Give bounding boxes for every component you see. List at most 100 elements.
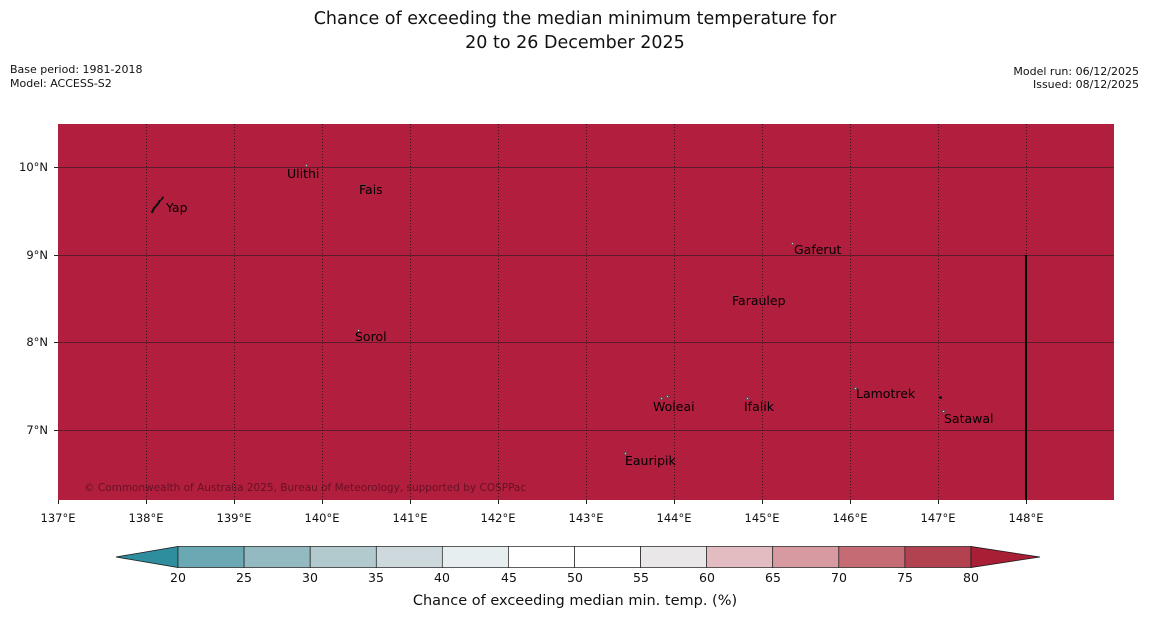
y-axis-label-9n: 9°N xyxy=(26,248,48,262)
y-tickmark xyxy=(54,430,58,431)
place-label-ifalik: Ifalik xyxy=(744,399,774,414)
y-tickmark xyxy=(54,255,58,256)
parallel-gridline xyxy=(58,342,1114,343)
colorbar-segment xyxy=(375,546,443,568)
x-tickmark xyxy=(762,500,763,504)
island-marker xyxy=(624,452,627,455)
x-axis-label-138e: 138°E xyxy=(128,511,164,525)
colorbar-tick-30: 30 xyxy=(302,570,318,585)
colorbar-axis-label: Chance of exceeding median min. temp. (%… xyxy=(412,593,738,609)
parallel-gridline xyxy=(58,167,1114,168)
place-label-yap: Yap xyxy=(166,200,188,215)
x-axis-label-141e: 141°E xyxy=(392,511,428,525)
x-axis-label-146e: 146°E xyxy=(832,511,868,525)
colorbar-segment xyxy=(838,546,906,568)
boundary-line-148e xyxy=(1025,255,1027,500)
colorbar-tick-25: 25 xyxy=(236,570,252,585)
colorbar-segment xyxy=(177,546,245,568)
island-marker xyxy=(362,184,365,187)
x-axis-label-137e: 137°E xyxy=(40,511,76,525)
colorbar-tick-20: 20 xyxy=(170,570,186,585)
colorbar-tick-45: 45 xyxy=(501,570,517,585)
colorbar-segment xyxy=(904,546,972,568)
place-label-lamotrek: Lamotrek xyxy=(856,386,916,401)
model-text: Model: ACCESS-S2 xyxy=(10,77,112,90)
issued-text: Issued: 08/12/2025 xyxy=(1032,78,1139,91)
place-label-woleai: Woleai xyxy=(653,399,695,414)
base-period-text: Base period: 1981-2018 xyxy=(10,63,143,76)
colorbar-segment xyxy=(309,546,377,568)
meridian-gridline xyxy=(762,124,763,500)
colorbar-tick-65: 65 xyxy=(765,570,781,585)
y-tickmark xyxy=(54,167,58,168)
x-tickmark xyxy=(234,500,235,504)
island-marker xyxy=(942,410,945,413)
x-tickmark xyxy=(58,500,59,504)
colorbar-tick-60: 60 xyxy=(699,570,715,585)
probability-map: 10°N 9°N 8°N 7°N Yap Ulithi Fais Sorol G… xyxy=(19,124,1114,525)
x-axis-label-143e: 143°E xyxy=(568,511,604,525)
x-tickmark xyxy=(322,500,323,504)
island-marker xyxy=(854,387,857,390)
x-axis-label-140e: 140°E xyxy=(304,511,340,525)
figure-title-line1: Chance of exceeding the median minimum t… xyxy=(313,9,837,29)
x-axis-label-144e: 144°E xyxy=(656,511,692,525)
colorbar-segment xyxy=(574,546,641,568)
meridian-gridline xyxy=(146,124,147,500)
colorbar-tick-labels: 20 25 30 35 40 45 50 55 60 65 70 75 80 xyxy=(115,570,1041,586)
x-tickmark xyxy=(410,500,411,504)
parallel-gridline xyxy=(58,255,1114,256)
x-axis-label-147e: 147°E xyxy=(920,511,956,525)
x-tickmark xyxy=(146,500,147,504)
copyright-text: © Commonwealth of Australia 2025, Bureau… xyxy=(84,482,527,494)
y-axis-label-7n: 7°N xyxy=(26,423,48,437)
colorbar-tick-55: 55 xyxy=(633,570,649,585)
parallel-gridline xyxy=(58,430,1114,431)
colorbar-tick-75: 75 xyxy=(897,570,913,585)
island-marker xyxy=(939,396,942,399)
island-marker xyxy=(305,164,308,167)
meridian-gridline xyxy=(850,124,851,500)
place-label-fais: Fais xyxy=(359,182,383,197)
place-label-satawal: Satawal xyxy=(944,411,994,426)
x-tickmark xyxy=(938,500,939,504)
colorbar-segment xyxy=(640,546,708,568)
meridian-gridline xyxy=(322,124,323,500)
colorbar-left-arrow xyxy=(115,546,179,568)
model-run-text: Model run: 06/12/2025 xyxy=(1013,65,1139,78)
place-label-ulithi: Ulithi xyxy=(287,166,320,181)
x-tickmark xyxy=(674,500,675,504)
place-label-sorol: Sorol xyxy=(355,329,387,344)
x-axis-label-145e: 145°E xyxy=(744,511,780,525)
x-tickmark xyxy=(1026,500,1027,504)
meridian-gridline xyxy=(498,124,499,500)
meridian-gridline xyxy=(586,124,587,500)
island-marker xyxy=(791,242,794,245)
colorbar-segment xyxy=(243,546,311,568)
colorbar-tick-50: 50 xyxy=(567,570,583,585)
y-axis-label-10n: 10°N xyxy=(19,160,48,174)
x-tickmark xyxy=(586,500,587,504)
island-marker xyxy=(660,397,663,400)
colorbar-tick-35: 35 xyxy=(368,570,384,585)
island-marker xyxy=(733,295,736,298)
colorbar-tick-70: 70 xyxy=(831,570,847,585)
figure-title-line2: 20 to 26 December 2025 xyxy=(465,33,685,53)
island-marker xyxy=(746,397,749,400)
y-tickmark xyxy=(54,342,58,343)
x-axis-label-148e: 148°E xyxy=(1008,511,1044,525)
place-label-gaferut: Gaferut xyxy=(794,242,842,257)
y-axis-label-8n: 8°N xyxy=(26,335,48,349)
x-tickmark xyxy=(850,500,851,504)
island-marker xyxy=(666,395,669,398)
meridian-gridline xyxy=(674,124,675,500)
colorbar-tick-80: 80 xyxy=(963,570,979,585)
x-tickmark xyxy=(498,500,499,504)
colorbar-segment xyxy=(508,546,575,568)
island-marker xyxy=(357,329,360,332)
place-label-faraulep: Faraulep xyxy=(732,293,786,308)
meridian-gridline xyxy=(234,124,235,500)
meridian-gridline xyxy=(410,124,411,500)
yap-island-outline xyxy=(150,196,164,214)
